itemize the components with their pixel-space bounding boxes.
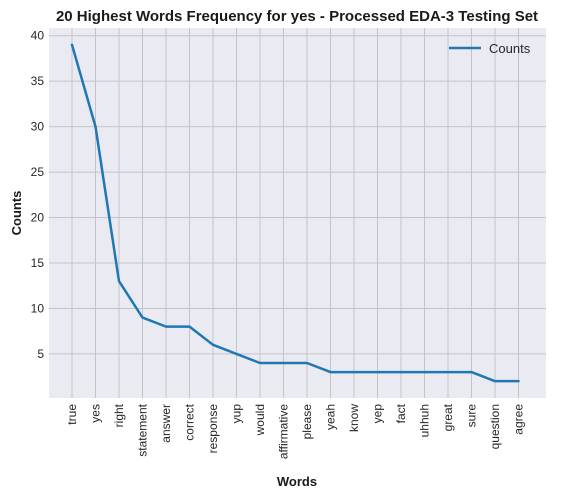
chart-title: 20 Highest Words Frequency for yes - Pro… <box>56 8 538 25</box>
x-tick-label: great <box>441 403 455 431</box>
series-line-counts <box>70 43 520 383</box>
x-tick-label: response <box>206 404 220 454</box>
y-tick-label: 35 <box>31 74 45 88</box>
y-tick-label: 25 <box>31 165 45 179</box>
x-tick-label: statement <box>136 403 150 456</box>
y-tick-label: 30 <box>31 120 45 134</box>
y-tick-label: 15 <box>31 256 45 270</box>
x-tick-label: yeah <box>324 404 338 430</box>
x-tick-label: affirmative <box>277 404 291 459</box>
x-tick-label: correct <box>183 403 197 440</box>
x-axis-label: Words <box>277 474 317 489</box>
legend-label: Counts <box>489 41 531 56</box>
y-tick-labels: 5 10 15 20 25 30 35 40 <box>31 29 45 361</box>
x-tick-label: sure <box>465 404 479 428</box>
x-gridlines <box>71 28 519 398</box>
x-tick-label: answer <box>159 404 173 443</box>
y-axis-label: Counts <box>9 191 24 236</box>
x-tick-label: true <box>65 404 79 425</box>
x-tick-label: know <box>347 404 361 432</box>
x-tick-label: agree <box>512 404 526 435</box>
x-tick-label: fact <box>394 403 408 423</box>
y-tick-label: 40 <box>31 29 45 43</box>
x-tick-label: please <box>300 404 314 440</box>
x-tick-label: uhhuh <box>418 404 432 437</box>
y-tick-label: 10 <box>31 301 45 315</box>
plot-area <box>49 28 546 398</box>
y-tick-label: 5 <box>37 347 44 361</box>
x-tick-label: right <box>112 403 126 427</box>
x-tick-label: yep <box>371 404 385 424</box>
series-lines <box>70 43 520 383</box>
y-gridlines <box>49 35 546 355</box>
x-tick-label: yup <box>230 404 244 424</box>
legend: Counts <box>449 41 531 56</box>
x-tick-label: would <box>253 404 267 436</box>
x-tick-label: question <box>488 404 502 449</box>
x-tick-label: yes <box>89 404 103 423</box>
x-tick-labels: true yes right statement answer correct respon… <box>65 403 526 459</box>
y-tick-label: 20 <box>31 211 45 225</box>
